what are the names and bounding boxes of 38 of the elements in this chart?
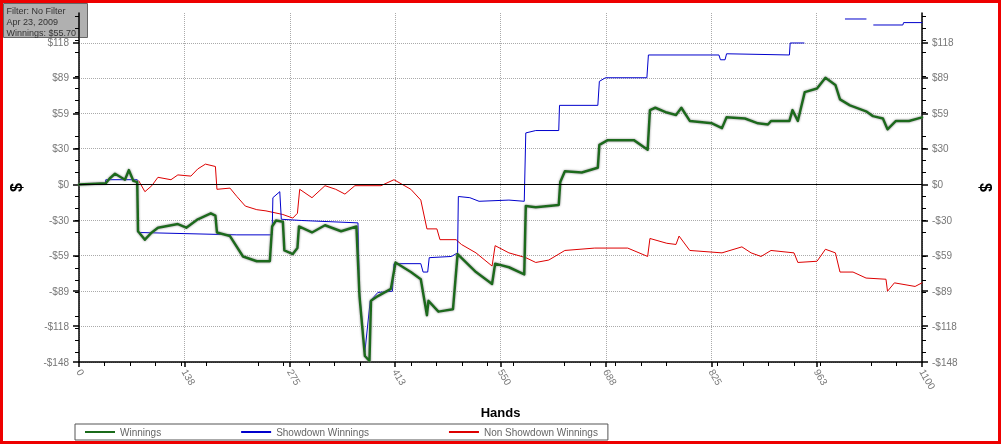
y-tick-label: $30 [52, 143, 70, 155]
legend-label: Showdown Winnings [276, 426, 369, 438]
x-tick-label: 550 [495, 367, 514, 388]
y2-tick-label: -$30 [932, 214, 953, 226]
text: Apr 23, 2009 [6, 17, 59, 27]
y2-axis-title: $ [976, 183, 994, 193]
x-tick-label: 825 [706, 367, 725, 388]
y-tick-label: -$148 [43, 356, 70, 368]
y-tick-label: -$59 [48, 249, 70, 261]
x-tick-label: 413 [390, 367, 409, 388]
x-axis-title: Hands [480, 405, 521, 420]
x-tick-label: 275 [284, 367, 304, 388]
y2-tick-label: $59 [932, 108, 950, 120]
text: Filter: No Filter [6, 6, 66, 16]
y-axis-title: $ [7, 182, 25, 192]
x-tick-label: 0 [74, 367, 87, 378]
y2-tick-label: $89 [932, 72, 950, 84]
x-tick-label: 963 [811, 367, 830, 388]
y2-tick-label: -$89 [932, 285, 953, 297]
text: Winnings: $55.70 [6, 28, 77, 38]
y-tick-label: $0 [57, 179, 70, 190]
x-tick-label: 688 [601, 367, 620, 388]
y2-tick-label: -$148 [932, 356, 959, 368]
y-tick-label: $118 [47, 37, 70, 49]
legend-label: Winnings [120, 426, 162, 438]
y2-tick-label: -$118 [932, 320, 958, 332]
line-series [138, 163, 923, 292]
y2-tick-label: $30 [932, 143, 950, 155]
y-tick-label: -$30 [48, 214, 70, 226]
y-tick-label: $59 [52, 108, 70, 120]
legend-label: Non Showdown Winnings [483, 426, 598, 438]
y2-tick-label: $118 [932, 37, 954, 49]
y2-tick-label: -$59 [932, 249, 953, 261]
y2-tick-label: $0 [932, 179, 944, 190]
y-tick-label: $89 [52, 72, 70, 84]
x-tick-label: 138 [179, 367, 198, 388]
y-tick-label: -$89 [48, 285, 70, 297]
y-tick-label: -$118 [44, 320, 70, 332]
